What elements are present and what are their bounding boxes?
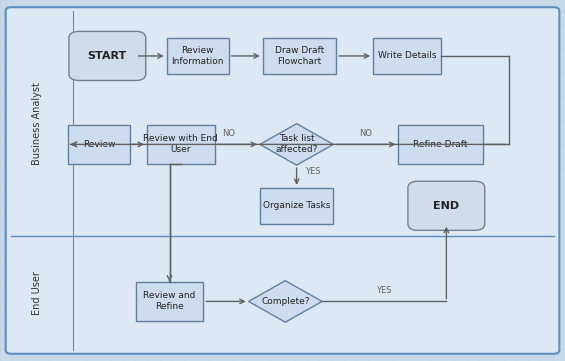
Text: Review with End
User: Review with End User xyxy=(144,134,218,155)
FancyBboxPatch shape xyxy=(408,181,485,230)
FancyBboxPatch shape xyxy=(398,125,483,164)
Text: Refine Draft: Refine Draft xyxy=(414,140,468,149)
Text: Write Details: Write Details xyxy=(377,52,436,60)
FancyBboxPatch shape xyxy=(147,125,215,164)
FancyBboxPatch shape xyxy=(373,38,441,74)
Polygon shape xyxy=(260,123,333,165)
FancyBboxPatch shape xyxy=(167,38,229,74)
Text: Complete?: Complete? xyxy=(261,297,310,306)
Text: YES: YES xyxy=(376,286,392,295)
FancyBboxPatch shape xyxy=(6,7,559,354)
FancyBboxPatch shape xyxy=(136,282,203,321)
Text: Review: Review xyxy=(82,140,115,149)
Text: Review and
Refine: Review and Refine xyxy=(144,291,195,312)
Text: Review
Information: Review Information xyxy=(172,46,224,66)
FancyBboxPatch shape xyxy=(69,31,146,81)
Text: NO: NO xyxy=(359,129,372,138)
Polygon shape xyxy=(249,281,322,322)
Text: Business Analyst: Business Analyst xyxy=(32,82,42,165)
FancyBboxPatch shape xyxy=(263,38,336,74)
Text: Organize Tasks: Organize Tasks xyxy=(263,201,331,210)
Text: END: END xyxy=(433,201,459,211)
FancyBboxPatch shape xyxy=(68,125,130,164)
Text: NO: NO xyxy=(222,129,236,138)
Text: End User: End User xyxy=(32,271,42,315)
Text: Draw Draft
Flowchart: Draw Draft Flowchart xyxy=(275,46,324,66)
FancyBboxPatch shape xyxy=(260,188,333,224)
Text: YES: YES xyxy=(305,168,320,177)
Text: START: START xyxy=(88,51,127,61)
Text: Task list
affected?: Task list affected? xyxy=(276,134,318,155)
